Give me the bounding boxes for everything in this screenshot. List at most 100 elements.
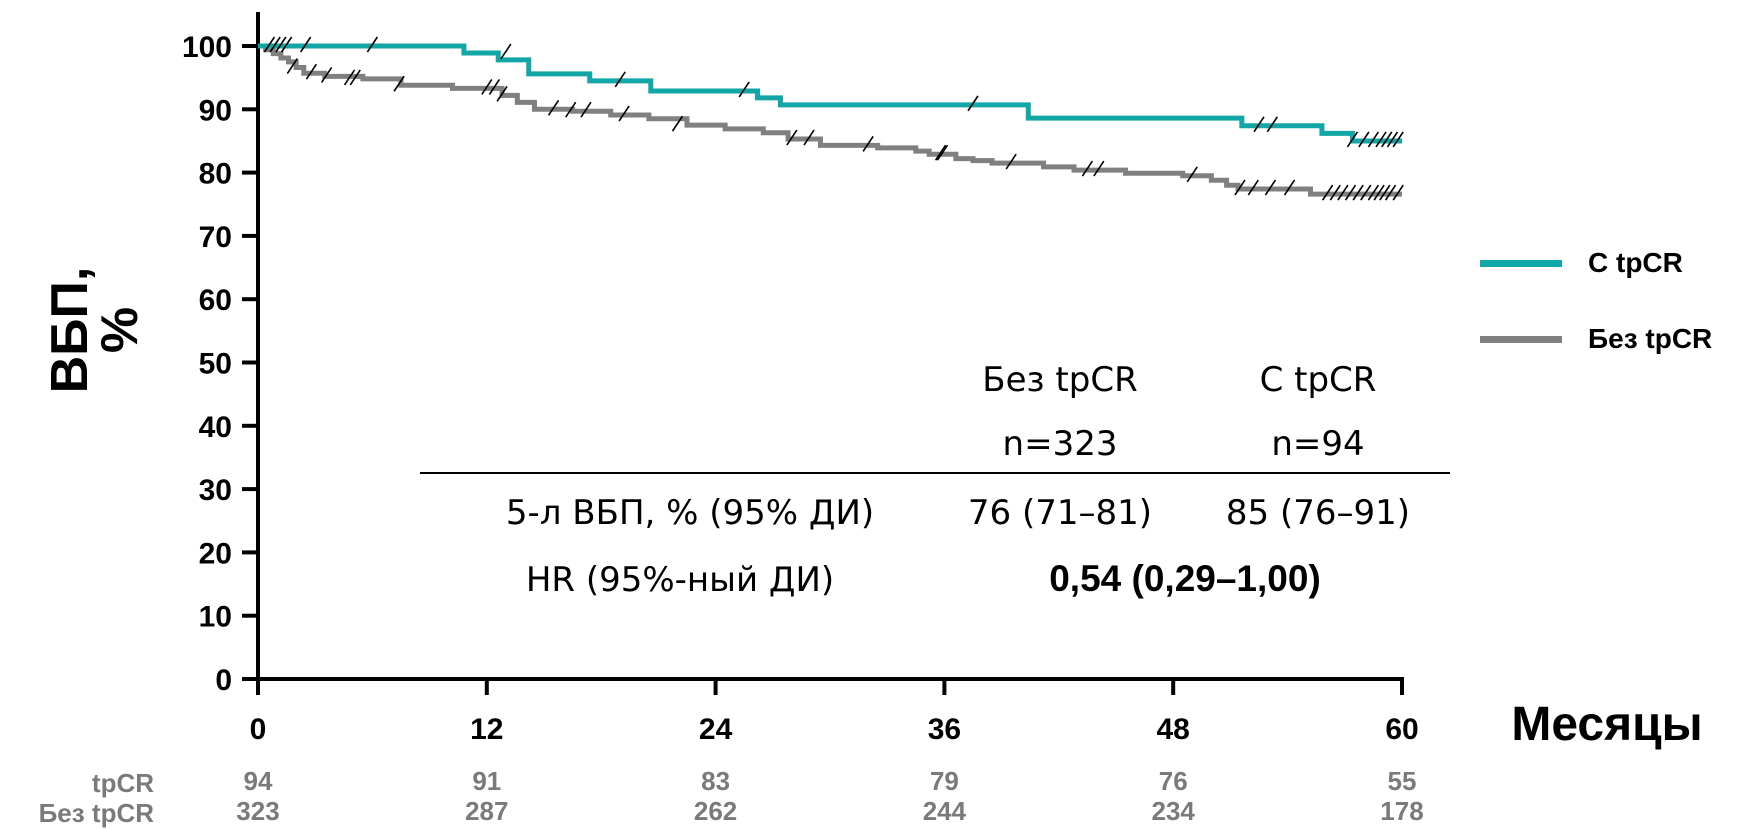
x-tick-label: 24 [699, 713, 733, 746]
y-tick-label: 90 [199, 94, 232, 127]
censor-mark-no-tpcr [1392, 184, 1404, 201]
risk-table-values: 94 91 83 79 76 55 323 287 262 244 234 178 [236, 766, 1423, 826]
y-tick-label: 70 [199, 221, 232, 254]
y-tick-label: 100 [182, 31, 232, 64]
censor-mark-tpcr [1375, 131, 1387, 148]
censor-mark-tpcr [269, 36, 281, 53]
risk-value-tpcr: 94 [244, 766, 273, 796]
censor-mark-tpcr [280, 36, 293, 53]
risk-value-tpcr: 91 [472, 766, 501, 796]
y-tick-label: 10 [199, 601, 232, 634]
censor-mark-no-tpcr [496, 85, 508, 102]
censor-mark-no-tpcr [481, 78, 493, 95]
censor-mark-no-tpcr [1283, 179, 1296, 196]
legend-item-tpcr: С tpCR [1480, 225, 1712, 301]
censor-mark-tpcr [967, 95, 979, 112]
censor-mark-tpcr [1266, 116, 1279, 133]
censor-mark-tpcr [614, 71, 626, 88]
y-tick-label: 20 [199, 537, 232, 570]
survival-line-tpcr [258, 43, 1402, 144]
censor-mark-no-tpcr [305, 63, 318, 80]
x-tick-label: 48 [1157, 713, 1190, 746]
censor-mark-tpcr [1346, 131, 1359, 148]
censor-mark-no-tpcr [1247, 179, 1259, 196]
stats-row2-label: HR (95%-ный ДИ) [525, 560, 835, 600]
risk-row-label-no-tpcr: Без tpCR [38, 798, 154, 828]
y-tick-label: 80 [199, 158, 232, 191]
x-tick-label: 0 [250, 713, 267, 746]
stats-row1-label: 5-л ВБП, % (95% ДИ) [505, 493, 875, 533]
survival-line-no-tpcr [258, 43, 1402, 197]
censor-mark-no-tpcr [1379, 184, 1391, 201]
stats-col1-n: n=323 [1002, 424, 1118, 464]
risk-value-no-tpcr: 244 [923, 796, 967, 826]
y-tick-label: 30 [199, 474, 232, 507]
risk-value-no-tpcr: 262 [694, 796, 737, 826]
x-tick-label: 12 [470, 713, 503, 746]
stats-table-rule [420, 472, 1450, 474]
censor-mark-no-tpcr [1093, 160, 1105, 177]
x-tick-label: 36 [928, 713, 961, 746]
y-axis-label-wrap: ВБП, % [10, 150, 180, 510]
censor-mark-no-tpcr [565, 101, 577, 118]
risk-value-no-tpcr: 178 [1380, 796, 1423, 826]
censor-mark-no-tpcr [1186, 166, 1198, 183]
censor-mark-no-tpcr [320, 66, 333, 83]
y-tick-label: 60 [199, 284, 232, 317]
censor-mark-tpcr [300, 36, 312, 53]
risk-value-no-tpcr: 287 [465, 796, 508, 826]
axes [242, 12, 1404, 695]
censor-mark-tpcr [1386, 131, 1399, 148]
censor-mark-tpcr [1367, 131, 1380, 148]
censor-mark-no-tpcr [349, 69, 361, 86]
stats-row2-hr-value: 0,54 (0,29–1,00) [1049, 558, 1321, 599]
censor-mark-no-tpcr [618, 105, 630, 122]
stats-col2-header: С tpCR [1259, 360, 1377, 400]
censor-mark-no-tpcr [1373, 184, 1385, 201]
censor-mark-no-tpcr [1337, 184, 1349, 201]
tick-labels: 0 10 20 30 40 50 60 70 80 90 100 0 12 24 36 48 60 [182, 31, 1419, 746]
risk-row-label-tpcr: tpCR [91, 768, 154, 798]
censor-mark-no-tpcr [488, 78, 501, 95]
censor-mark-no-tpcr [1360, 184, 1372, 201]
stats-col2-n: n=94 [1271, 424, 1365, 464]
stats-col1-header: Без tpCR [982, 360, 1138, 400]
risk-value-tpcr: 79 [930, 766, 959, 796]
censor-mark-tpcr [500, 43, 512, 60]
risk-value-no-tpcr: 234 [1152, 796, 1196, 826]
survival-curves [258, 36, 1404, 201]
censor-mark-no-tpcr [580, 101, 592, 118]
censor-mark-tpcr [263, 36, 276, 53]
censor-mark-no-tpcr [1329, 184, 1341, 201]
censor-mark-no-tpcr [786, 129, 798, 146]
censor-mark-no-tpcr [1234, 179, 1246, 196]
censor-mark-no-tpcr [1344, 184, 1357, 201]
risk-value-tpcr: 76 [1159, 766, 1188, 796]
censor-mark-no-tpcr [547, 99, 560, 116]
censor-mark-tpcr [738, 81, 750, 98]
censor-mark-no-tpcr [1264, 179, 1277, 196]
risk-value-tpcr: 83 [701, 766, 730, 796]
censor-mark-no-tpcr [286, 58, 298, 74]
x-axis-label: Месяцы [1511, 698, 1703, 751]
censor-mark-no-tpcr [1367, 184, 1380, 201]
censor-mark-tpcr [366, 36, 379, 53]
censor-mark-no-tpcr [934, 144, 947, 161]
censor-mark-no-tpcr [1321, 184, 1334, 201]
x-tick-label: 60 [1385, 713, 1418, 746]
y-axis-label: ВБП, % [41, 266, 149, 394]
censor-mark-no-tpcr [671, 115, 684, 132]
risk-value-tpcr: 55 [1388, 766, 1417, 796]
legend-swatch-tpcr [1480, 259, 1562, 267]
stats-row1-col1: 76 (71–81) [967, 493, 1153, 533]
y-tick-label: 50 [199, 348, 232, 381]
censor-mark-no-tpcr [936, 144, 949, 161]
censor-mark-no-tpcr [803, 129, 815, 146]
legend-swatch-no-tpcr [1480, 335, 1562, 343]
censor-mark-no-tpcr [1081, 160, 1094, 177]
censor-mark-tpcr [275, 36, 287, 53]
censor-mark-no-tpcr [343, 69, 356, 86]
censor-mark-no-tpcr [1352, 184, 1364, 201]
legend-item-no-tpcr: Без tpCR [1480, 301, 1712, 377]
